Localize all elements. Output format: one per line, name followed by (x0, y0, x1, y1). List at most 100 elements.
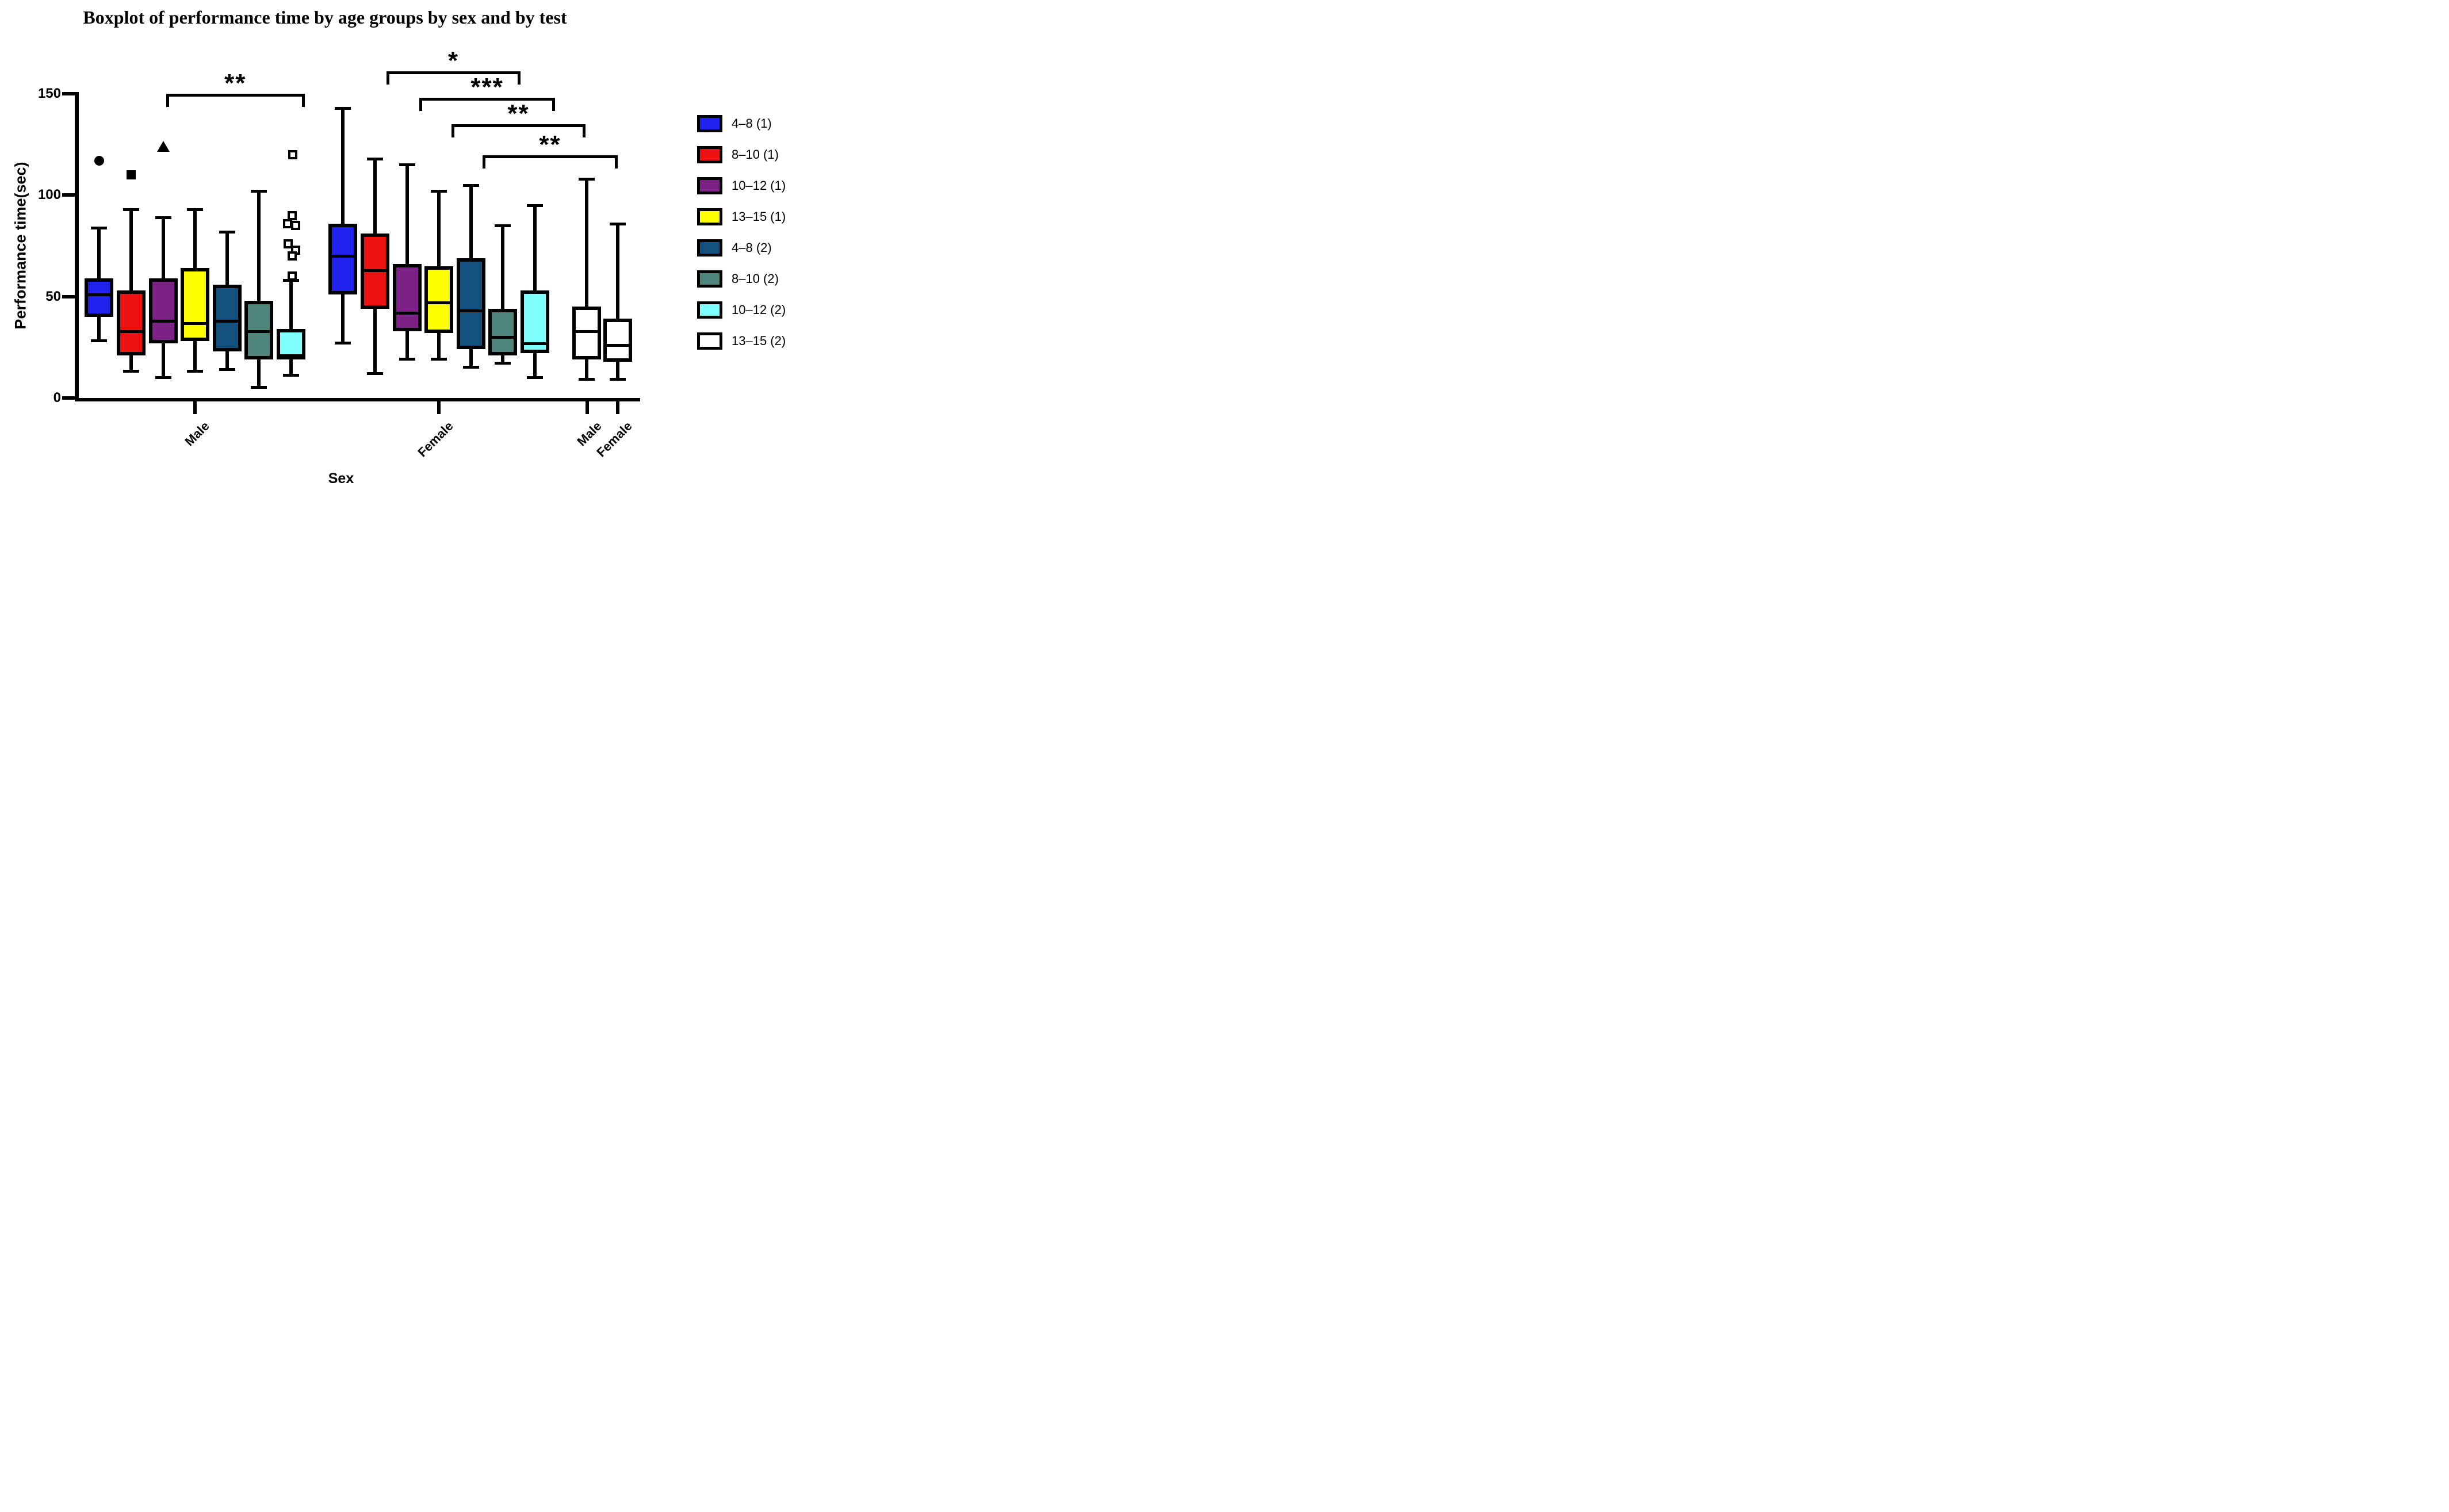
box-iqr (424, 266, 454, 334)
whisker-cap-bottom (366, 372, 383, 375)
legend-swatch-icon (697, 146, 722, 163)
y-tick-label: 50 (45, 288, 61, 304)
sig-bracket-end (517, 71, 521, 85)
legend-item: 8–10 (1) (697, 146, 779, 163)
legend-swatch-icon (697, 301, 722, 319)
sig-label: * (447, 47, 459, 75)
sig-bracket-bar (166, 94, 305, 97)
whisker-cap-top (366, 157, 383, 160)
x-tick-mark (586, 401, 590, 414)
sig-bracket-bar (483, 155, 618, 158)
x-tick-label: Female (415, 419, 456, 460)
outlier-open-square-icon (288, 150, 298, 159)
whisker-cap-bottom (609, 378, 626, 381)
outlier-open-square-icon (288, 210, 297, 220)
sig-bracket-bar (386, 71, 521, 74)
legend-label: 10–12 (2) (732, 303, 786, 317)
sig-label: ** (507, 99, 530, 128)
legend-item: 10–12 (1) (697, 177, 786, 194)
box-whisker (615, 223, 619, 380)
x-tick-mark (615, 401, 619, 414)
whisker-cap-top (527, 204, 544, 207)
box-median (572, 330, 601, 333)
whisker-cap-bottom (251, 386, 267, 389)
box-median (392, 311, 422, 315)
box-median (603, 344, 632, 347)
box-iqr (488, 308, 518, 355)
legend-label: 4–8 (2) (732, 240, 772, 255)
whisker-cap-bottom (431, 357, 447, 361)
box-iqr (212, 284, 242, 351)
sig-bracket-bar (451, 124, 586, 127)
y-tick-label: 100 (37, 187, 61, 203)
sig-bracket-end (552, 98, 556, 111)
legend-label: 13–15 (1) (732, 209, 786, 224)
legend-label: 13–15 (2) (732, 334, 786, 348)
box-median (456, 309, 485, 313)
whisker-cap-top (91, 226, 108, 229)
outlier-square-icon (126, 170, 136, 180)
whisker-cap-bottom (123, 370, 139, 373)
legend-item: 10–12 (2) (697, 301, 786, 319)
whisker-cap-bottom (578, 378, 595, 381)
box-whisker (257, 191, 261, 388)
y-tick-mark (62, 396, 76, 400)
box-whisker (405, 164, 409, 359)
x-tick-mark (193, 401, 197, 414)
legend-swatch-icon (697, 270, 722, 288)
whisker-cap-top (495, 224, 511, 228)
legend-item: 4–8 (2) (697, 239, 772, 257)
box-iqr (116, 290, 146, 355)
legend-item: 13–15 (1) (697, 208, 786, 225)
legend-item: 8–10 (2) (697, 270, 779, 288)
x-tick-label: Male (182, 419, 212, 449)
whisker-cap-top (187, 208, 204, 212)
box-median (488, 336, 518, 339)
box-median (424, 301, 454, 305)
box-median (85, 293, 114, 297)
box-whisker (501, 225, 505, 364)
sig-bracket-end (302, 94, 305, 107)
whisker-cap-bottom (399, 357, 415, 361)
whisker-cap-top (578, 178, 595, 181)
whisker-cap-top (155, 216, 171, 220)
whisker-cap-bottom (527, 376, 544, 379)
sig-bracket-end (451, 124, 455, 137)
sig-label: *** (470, 73, 504, 101)
legend-item: 13–15 (2) (697, 332, 786, 350)
x-axis (75, 398, 640, 401)
box-whisker (289, 280, 293, 376)
sig-bracket-end (614, 155, 618, 169)
legend-swatch-icon (697, 208, 722, 225)
box-median (521, 342, 550, 345)
box-iqr (603, 319, 632, 362)
sig-bracket-end (386, 71, 389, 85)
box-iqr (328, 223, 358, 295)
legend-label: 10–12 (1) (732, 178, 786, 193)
legend-swatch-icon (697, 115, 722, 132)
box-median (148, 319, 178, 323)
legend-label: 8–10 (1) (732, 147, 779, 162)
whisker-cap-top (462, 183, 479, 187)
sig-bracket-end (483, 155, 486, 169)
sig-bracket-end (582, 124, 586, 137)
legend-swatch-icon (697, 332, 722, 350)
whisker-cap-top (335, 106, 351, 110)
sig-label: ** (539, 131, 561, 159)
whisker-cap-top (219, 230, 235, 234)
box-iqr (148, 278, 178, 343)
x-tick-mark (437, 401, 441, 414)
box-median (212, 319, 242, 323)
box-median (360, 269, 389, 272)
outlier-circle-icon (94, 156, 105, 166)
whisker-cap-top (609, 222, 626, 225)
boxplot-figure: Boxplot of performance time by age group… (0, 0, 816, 504)
whisker-cap-top (431, 190, 447, 193)
box-iqr (456, 258, 485, 350)
box-median (277, 354, 306, 357)
whisker-cap-bottom (495, 362, 511, 365)
legend-label: 8–10 (2) (732, 271, 779, 286)
whisker-cap-bottom (335, 341, 351, 344)
whisker-cap-bottom (91, 339, 108, 343)
y-tick-mark (62, 92, 76, 95)
